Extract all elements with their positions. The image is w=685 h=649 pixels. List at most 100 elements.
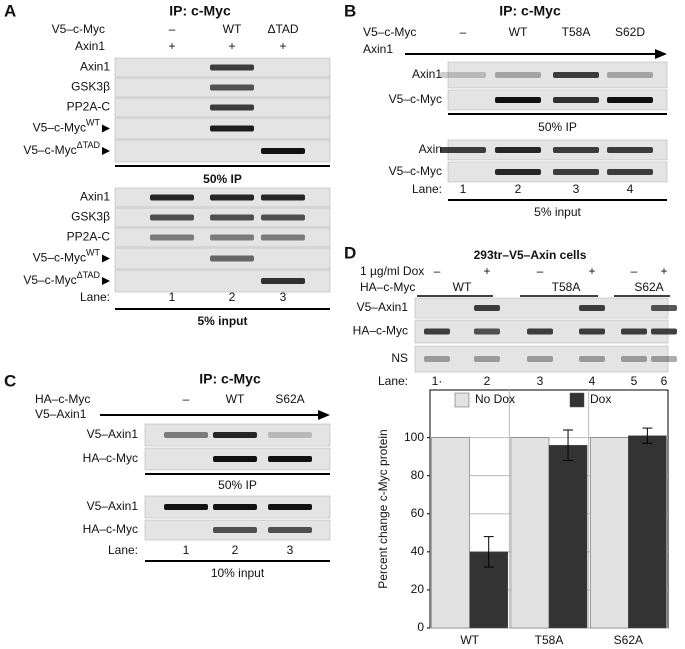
band [474, 328, 500, 335]
band [607, 147, 653, 153]
lane-number: 4 [627, 182, 634, 196]
header-col: WT [223, 22, 242, 36]
band [210, 214, 254, 221]
band [213, 456, 257, 462]
header-label: Axin1 [363, 42, 393, 56]
band [607, 72, 653, 78]
lane-number: 6 [661, 374, 668, 388]
row-label-text: Axin1 [412, 67, 442, 81]
header-col: + [168, 39, 175, 53]
row-label: V5–Axin1 [87, 427, 139, 441]
row-label-text: Axin [419, 142, 442, 156]
bar [510, 437, 550, 629]
panel-letter: D [344, 243, 356, 262]
band [651, 305, 677, 311]
header-col: WT [509, 25, 528, 39]
row-label-text: V5–c-Myc [23, 273, 76, 287]
row-label-sup: ΔTAD [77, 270, 101, 280]
bar [548, 444, 588, 629]
row-label-text: V5–c-Myc [33, 121, 86, 135]
caption: 50% IP [218, 478, 257, 492]
row-label-text: V5–Axin1 [87, 427, 139, 441]
header-col: S62A [275, 392, 304, 406]
caption: 50% IP [538, 120, 577, 134]
band [553, 97, 599, 103]
band [261, 278, 305, 284]
band [621, 328, 647, 335]
y-tick-label: 0 [417, 620, 424, 634]
band [579, 328, 605, 335]
band [495, 147, 541, 153]
row-label-sup: WT [86, 248, 100, 258]
band [210, 84, 254, 91]
header-col: S62D [615, 25, 645, 39]
x-tick-label: T58A [535, 633, 564, 647]
row-pointer [102, 147, 110, 155]
panel-letter: B [344, 1, 356, 20]
row-label-text: GSK3β [71, 210, 110, 224]
band [440, 147, 486, 153]
band [210, 255, 254, 262]
band [213, 432, 257, 438]
header-col: – [434, 264, 441, 278]
row-label-text: Axin1 [80, 60, 110, 74]
y-tick-label: 100 [404, 430, 424, 444]
arrow-head [655, 49, 667, 59]
lane-label: Lane: [412, 182, 442, 196]
band [261, 148, 305, 154]
caption: 10% input [211, 566, 265, 580]
row-label: V5–c-MycWT [33, 248, 101, 265]
band [213, 504, 257, 510]
header-col: + [228, 39, 235, 53]
header-label: V5–c-Myc [52, 22, 105, 36]
row-label: V5–c-MycWT [33, 118, 101, 135]
row-label: V5–Axin1 [87, 499, 139, 513]
y-axis-label: Percent change c-Myc protein [376, 429, 390, 588]
row-label: HA–c-Myc [83, 522, 138, 536]
panel-title: IP: c-Myc [499, 3, 561, 19]
row-label: V5–c-MycΔTAD [23, 270, 100, 287]
caption: 50% IP [203, 172, 242, 186]
x-tick-label: WT [460, 633, 479, 647]
panel-title: 293tr–V5–Axin cells [474, 248, 587, 262]
row-label: Axin [419, 142, 442, 156]
band [210, 64, 254, 71]
header-col: – [169, 22, 176, 36]
panel-title: IP: c-Myc [199, 371, 261, 387]
band [607, 97, 653, 103]
row-label: Axin1 [80, 60, 110, 74]
bar [590, 437, 629, 629]
band [210, 194, 254, 201]
row-label: V5–c-Myc [389, 92, 442, 106]
row-label-text: V5–Axin1 [87, 499, 139, 513]
group-label: S62A [634, 280, 663, 294]
lane-label: Lane: [378, 374, 408, 388]
lane-number: 1· [432, 374, 443, 388]
row-label-text: V5–c-Myc [23, 143, 76, 157]
row-label-text: GSK3β [71, 80, 110, 94]
header-label: HA–c-Myc [35, 392, 90, 406]
row-pointer [102, 254, 110, 263]
header-col: – [631, 264, 638, 278]
row-label-text: HA–c-Myc [83, 451, 138, 465]
band [495, 169, 541, 175]
row-label: Axin1 [80, 190, 110, 204]
header-label: HA–c-Myc [360, 280, 415, 294]
header-col: WT [226, 392, 245, 406]
row-label-text: PP2A-C [67, 230, 111, 244]
row-label: HA–c-Myc [353, 324, 408, 338]
lane-number: 1 [460, 182, 467, 196]
header-label: 1 µg/ml Dox [360, 264, 424, 278]
band [495, 72, 541, 78]
blot-strip [114, 269, 331, 293]
header-col: – [537, 264, 544, 278]
lane-number: 3 [287, 543, 294, 557]
row-label: NS [391, 351, 408, 365]
lane-number: 2 [484, 374, 491, 388]
band [424, 356, 450, 362]
band [579, 356, 605, 362]
caption: 5% input [198, 314, 248, 328]
header-label: V5–c-Myc [363, 25, 416, 39]
band [440, 72, 486, 78]
row-label: PP2A-C [67, 100, 111, 114]
